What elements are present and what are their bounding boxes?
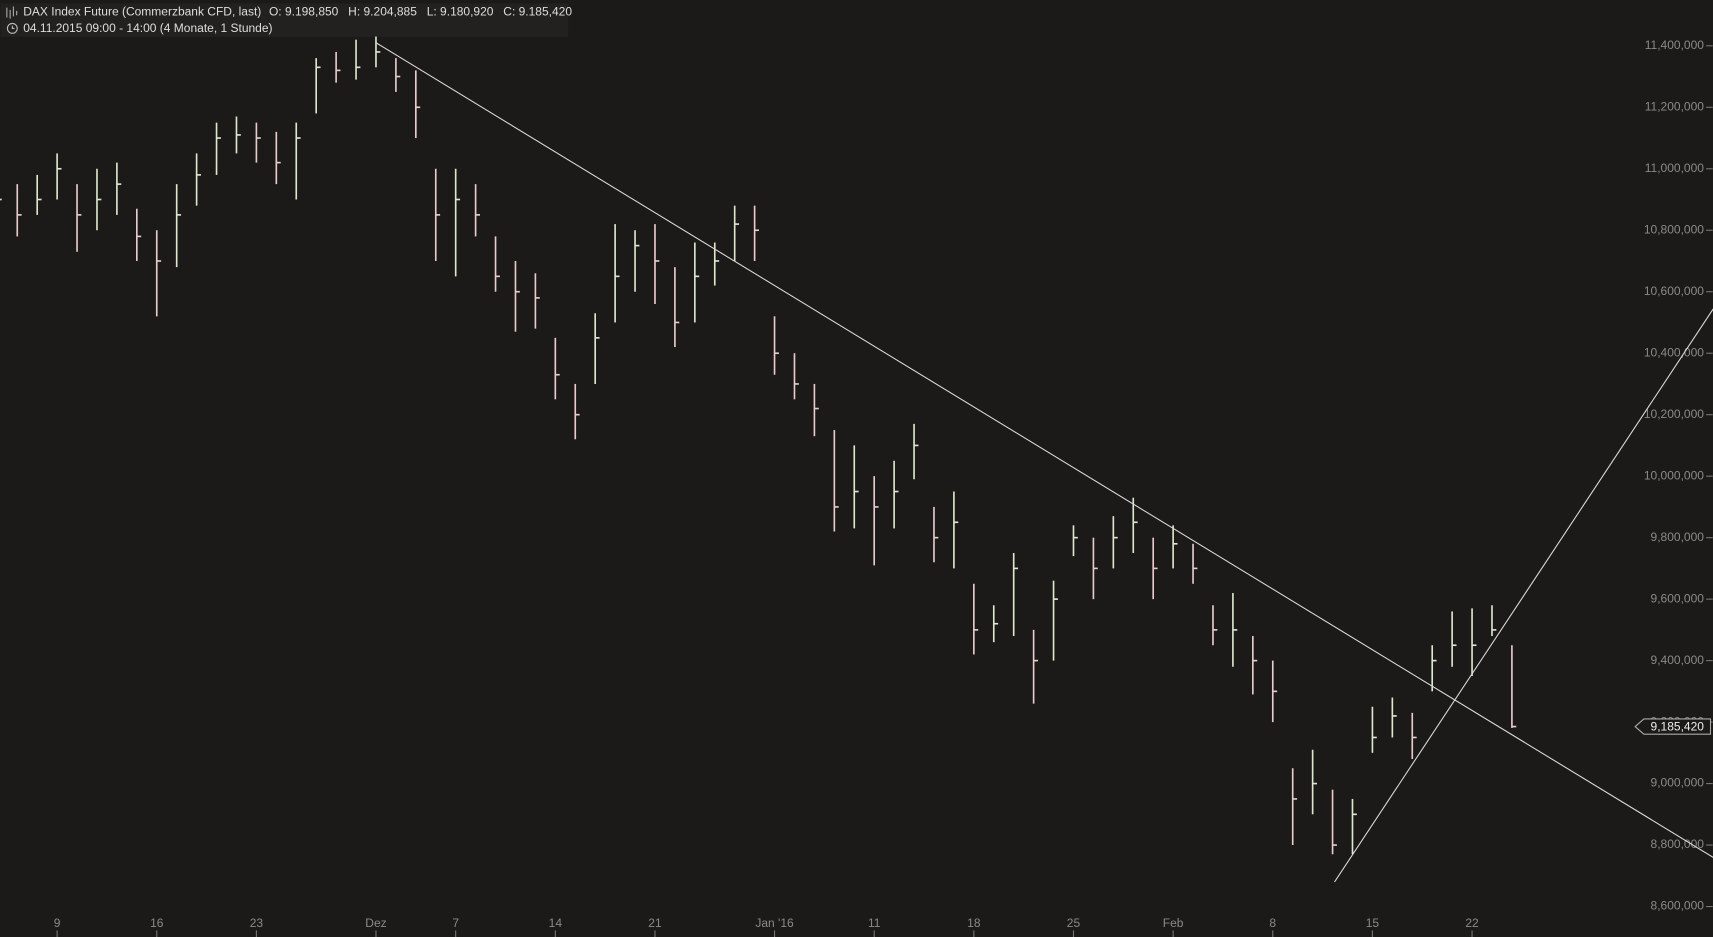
ohlc-label: O: 9.198,850 (269, 5, 339, 19)
x-tick-label: 15 (1366, 916, 1380, 930)
y-tick-label: 9,400,000 (1651, 653, 1705, 667)
y-tick-label: 11,000,000 (1645, 161, 1704, 175)
x-tick-label: Feb (1163, 916, 1184, 930)
x-tick-label: 14 (549, 916, 563, 930)
clock-icon (6, 22, 18, 34)
header-box (0, 3, 569, 38)
x-tick-label: Jan '16 (755, 916, 794, 930)
chart-subtitle: 04.11.2015 09:00 - 14:00 (4 Monate, 1 St… (23, 21, 272, 35)
x-tick-label: 7 (452, 916, 459, 930)
y-tick-label: 11,400,000 (1645, 38, 1704, 52)
y-tick-label: 8,600,000 (1651, 899, 1705, 913)
ohlc-label: C: 9.185,420 (503, 5, 572, 19)
y-tick-label: 9,000,000 (1651, 776, 1705, 790)
chart-icon (6, 6, 18, 19)
trendline (1334, 308, 1713, 883)
x-tick-label: 22 (1465, 916, 1479, 930)
y-tick-label: 10,400,000 (1644, 345, 1704, 359)
ohlc-labels: O: 9.198,850 H: 9.204,885 L: 9.180,920 C: 9… (269, 5, 572, 19)
x-tick-label: 23 (250, 916, 264, 930)
y-tick-label: 10,800,000 (1644, 222, 1704, 236)
y-tick-label: 10,200,000 (1644, 407, 1704, 421)
y-tick-label: 9,600,000 (1651, 591, 1705, 605)
y-tick-label: 10,000,000 (1644, 468, 1704, 482)
x-tick-label: 21 (648, 916, 662, 930)
chart-title: DAX Index Future (Commerzbank CFD, last) (23, 5, 261, 19)
x-tick-label: Dez (365, 916, 386, 930)
x-tick-label: 25 (1067, 916, 1081, 930)
y-tick-label: 8,800,000 (1651, 837, 1705, 851)
y-tick-label: 9,800,000 (1651, 530, 1705, 544)
x-tick-label: 9 (54, 916, 61, 930)
x-tick-label: 18 (967, 916, 981, 930)
last-price-badge (1634, 718, 1712, 735)
x-tick-label: 8 (1269, 916, 1276, 930)
y-tick-label: 11,200,000 (1645, 99, 1704, 113)
last-price-label: 9,185,420 (1651, 719, 1705, 733)
ohlc-label: H: 9.204,885 (348, 5, 417, 19)
ohlc-label: L: 9.180,920 (427, 5, 494, 19)
clock-hands (11, 25, 15, 29)
trendline (375, 42, 1713, 858)
y-tick-label: 10,600,000 (1644, 284, 1704, 298)
x-tick-label: 11 (868, 916, 881, 930)
x-tick-label: 16 (150, 916, 164, 930)
